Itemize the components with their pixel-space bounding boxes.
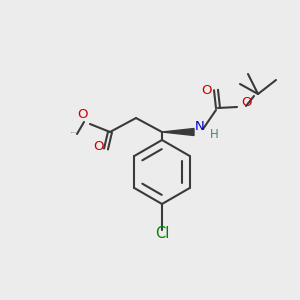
Text: H: H <box>210 128 218 140</box>
Text: Cl: Cl <box>155 226 169 242</box>
Text: O: O <box>242 97 252 110</box>
Polygon shape <box>162 128 194 136</box>
Text: N: N <box>195 121 205 134</box>
Text: O: O <box>78 107 88 121</box>
Text: methoxy: methoxy <box>71 132 77 133</box>
Text: O: O <box>93 140 103 154</box>
Text: O: O <box>202 85 212 98</box>
